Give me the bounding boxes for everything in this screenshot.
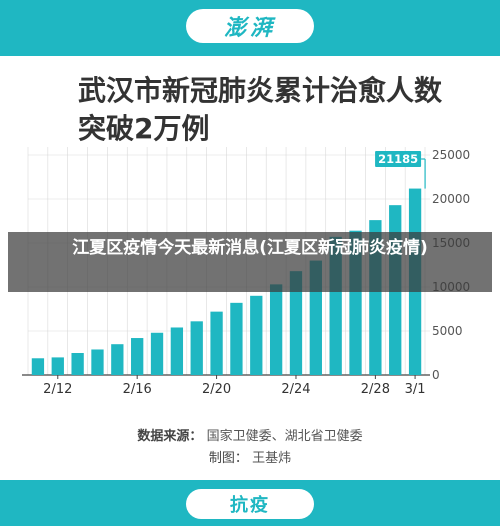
header-band: 澎湃 bbox=[0, 0, 500, 56]
author-label: 制图： bbox=[208, 451, 248, 466]
author-value: 王基炜 bbox=[252, 451, 292, 466]
logo-badge: 澎湃 bbox=[186, 9, 314, 43]
source-label: 数据来源： bbox=[137, 429, 203, 444]
chart-author: 制图： 王基炜 bbox=[0, 447, 500, 466]
y-tick-label: 20000 bbox=[432, 192, 470, 206]
logo-text: 澎湃 bbox=[223, 15, 276, 41]
x-tick-label: 3/1 bbox=[405, 382, 426, 397]
headline-overlay: 江夏区疫情今天最新消息(江夏区新冠肺炎疫情) bbox=[8, 232, 492, 292]
source-value: 国家卫健委、湖北省卫健委 bbox=[206, 429, 363, 444]
bar bbox=[170, 327, 184, 375]
annotation-box bbox=[375, 151, 422, 167]
bar bbox=[51, 357, 64, 375]
footer-band: 抗疫 bbox=[0, 480, 500, 526]
footer-badge-text: 抗疫 bbox=[230, 495, 270, 516]
bar bbox=[111, 344, 124, 375]
bar bbox=[230, 302, 243, 375]
bar bbox=[289, 271, 303, 375]
bar bbox=[131, 338, 144, 375]
annotation-label: 21185 bbox=[378, 152, 418, 166]
page-title: 武汉市新冠肺炎累计治愈人数突破2万例 bbox=[78, 74, 443, 145]
bar bbox=[71, 353, 84, 375]
bar bbox=[31, 358, 45, 375]
x-tick-label: 2/28 bbox=[361, 382, 390, 397]
x-tick-label: 2/24 bbox=[281, 382, 310, 397]
y-tick-label: 0 bbox=[432, 368, 440, 382]
y-tick-label: 25000 bbox=[432, 148, 470, 162]
bar bbox=[269, 284, 283, 375]
data-source: 数据来源： 国家卫健委、湖北省卫健委 bbox=[0, 425, 500, 444]
x-axis: 2/12 2/16 2/20 2/24 2/28 3/1 bbox=[43, 375, 426, 397]
y-tick-label: 5000 bbox=[432, 324, 463, 338]
bar bbox=[150, 332, 164, 375]
bar bbox=[190, 321, 203, 375]
annotation-layer: 21185 bbox=[375, 151, 426, 189]
bar bbox=[91, 349, 104, 375]
bar bbox=[250, 295, 263, 375]
x-tick-label: 2/20 bbox=[202, 382, 231, 397]
bar bbox=[210, 311, 223, 375]
x-tick-label: 2/12 bbox=[43, 382, 72, 397]
x-tick-label: 2/16 bbox=[123, 382, 152, 397]
footer-badge: 抗疫 bbox=[186, 489, 314, 519]
